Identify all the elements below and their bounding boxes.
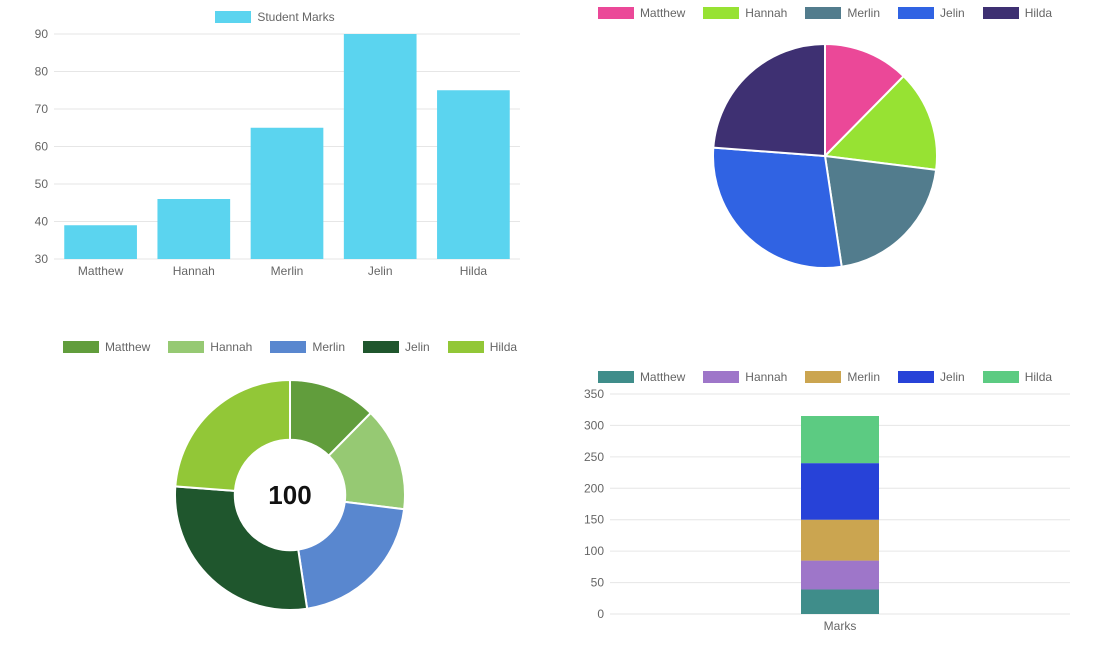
legend-swatch — [805, 371, 841, 383]
legend-swatch — [598, 371, 634, 383]
legend-label: Hannah — [210, 340, 252, 354]
donut-chart-svg: 100 — [60, 360, 520, 630]
legend-item: Merlin — [805, 6, 880, 20]
stacked-segment — [801, 463, 879, 520]
svg-text:Marks: Marks — [824, 619, 857, 633]
stacked-chart-panel: Matthew Hannah Merlin Jelin Hilda 0 50 100 150 2… — [570, 370, 1080, 650]
svg-text:60: 60 — [35, 140, 49, 154]
legend-swatch — [168, 341, 204, 353]
svg-text:250: 250 — [584, 450, 604, 464]
svg-text:200: 200 — [584, 481, 604, 495]
svg-text:Jelin: Jelin — [368, 264, 393, 278]
legend-item: Hilda — [448, 340, 517, 354]
legend-item: Matthew — [63, 340, 150, 354]
bar-chart-legend: Student Marks — [20, 10, 530, 24]
legend-swatch — [598, 7, 634, 19]
svg-text:0: 0 — [597, 607, 604, 621]
legend-item: Jelin — [898, 6, 965, 20]
stacked-segment — [801, 589, 879, 614]
legend-item: Merlin — [270, 340, 345, 354]
legend-label: Hannah — [745, 370, 787, 384]
svg-text:50: 50 — [591, 576, 605, 590]
pie-slice — [713, 44, 825, 156]
legend-swatch — [983, 371, 1019, 383]
legend-swatch — [448, 341, 484, 353]
svg-text:300: 300 — [584, 418, 604, 432]
legend-item: Hilda — [983, 6, 1052, 20]
legend-label: Hilda — [1025, 370, 1052, 384]
legend-swatch — [363, 341, 399, 353]
donut-center-text: 100 — [268, 480, 311, 510]
stacked-chart-legend: Matthew Hannah Merlin Jelin Hilda — [570, 370, 1080, 384]
svg-text:Hilda: Hilda — [460, 264, 488, 278]
pie-chart-svg — [570, 26, 1080, 286]
legend-label: Jelin — [940, 370, 965, 384]
pie-slice — [713, 148, 842, 268]
legend-label: Hannah — [745, 6, 787, 20]
svg-text:80: 80 — [35, 65, 49, 79]
stacked-segment — [801, 416, 879, 463]
legend-item: Student Marks — [215, 10, 334, 24]
svg-text:100: 100 — [584, 544, 604, 558]
legend-swatch — [215, 11, 251, 23]
legend-label: Jelin — [405, 340, 430, 354]
pie-chart-panel: Matthew Hannah Merlin Jelin Hilda — [570, 6, 1080, 296]
legend-swatch — [983, 7, 1019, 19]
svg-text:Hannah: Hannah — [173, 264, 215, 278]
legend-item: Hannah — [703, 6, 787, 20]
stacked-segment — [801, 561, 879, 590]
bar — [344, 34, 417, 259]
legend-label: Matthew — [640, 6, 685, 20]
legend-item: Jelin — [363, 340, 430, 354]
legend-label: Merlin — [312, 340, 345, 354]
legend-swatch — [703, 371, 739, 383]
svg-text:350: 350 — [584, 388, 604, 401]
legend-swatch — [898, 371, 934, 383]
legend-item: Hilda — [983, 370, 1052, 384]
legend-item: Matthew — [598, 370, 685, 384]
donut-slice — [175, 380, 290, 491]
legend-label: Merlin — [847, 6, 880, 20]
legend-item: Jelin — [898, 370, 965, 384]
legend-item: Hannah — [703, 370, 787, 384]
legend-swatch — [703, 7, 739, 19]
legend-item: Matthew — [598, 6, 685, 20]
donut-slice — [298, 502, 404, 609]
stacked-chart-svg: 0 50 100 150 200 250 300 350 Marks — [570, 388, 1080, 638]
donut-chart-legend: Matthew Hannah Merlin Jelin Hilda — [60, 340, 520, 354]
svg-text:90: 90 — [35, 28, 49, 41]
legend-swatch — [63, 341, 99, 353]
legend-label: Merlin — [847, 370, 880, 384]
legend-swatch — [805, 7, 841, 19]
legend-label: Hilda — [1025, 6, 1052, 20]
bar — [157, 199, 230, 259]
bar-chart-panel: Student Marks 30 40 50 60 70 80 90 Matthew Hanna… — [20, 10, 530, 290]
svg-text:50: 50 — [35, 177, 49, 191]
legend-item: Hannah — [168, 340, 252, 354]
legend-label: Student Marks — [257, 10, 334, 24]
bar — [437, 90, 510, 259]
svg-text:30: 30 — [35, 252, 49, 266]
legend-label: Matthew — [105, 340, 150, 354]
legend-swatch — [270, 341, 306, 353]
stacked-segment — [801, 520, 879, 561]
bar-chart-svg: 30 40 50 60 70 80 90 Matthew Hannah Merlin Jelin Hi… — [20, 28, 530, 283]
svg-text:Merlin: Merlin — [271, 264, 304, 278]
svg-text:Matthew: Matthew — [78, 264, 124, 278]
bar — [251, 128, 324, 259]
legend-item: Merlin — [805, 370, 880, 384]
pie-chart-legend: Matthew Hannah Merlin Jelin Hilda — [570, 6, 1080, 20]
legend-label: Matthew — [640, 370, 685, 384]
pie-slice — [825, 156, 936, 267]
bar — [64, 225, 137, 259]
svg-text:40: 40 — [35, 215, 49, 229]
svg-text:70: 70 — [35, 102, 49, 116]
svg-text:150: 150 — [584, 513, 604, 527]
legend-label: Hilda — [490, 340, 517, 354]
donut-chart-panel: Matthew Hannah Merlin Jelin Hilda 100 — [60, 340, 520, 640]
legend-swatch — [898, 7, 934, 19]
legend-label: Jelin — [940, 6, 965, 20]
